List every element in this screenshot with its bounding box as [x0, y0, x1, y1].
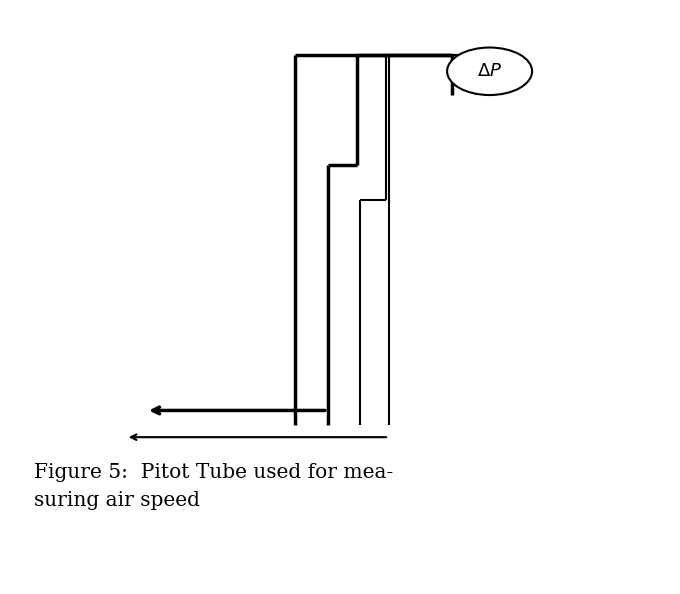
Text: Figure 5:  Pitot Tube used for mea-
suring air speed: Figure 5: Pitot Tube used for mea- surin… — [34, 463, 393, 510]
Text: $\Delta P$: $\Delta P$ — [477, 62, 502, 80]
Ellipse shape — [447, 48, 532, 95]
